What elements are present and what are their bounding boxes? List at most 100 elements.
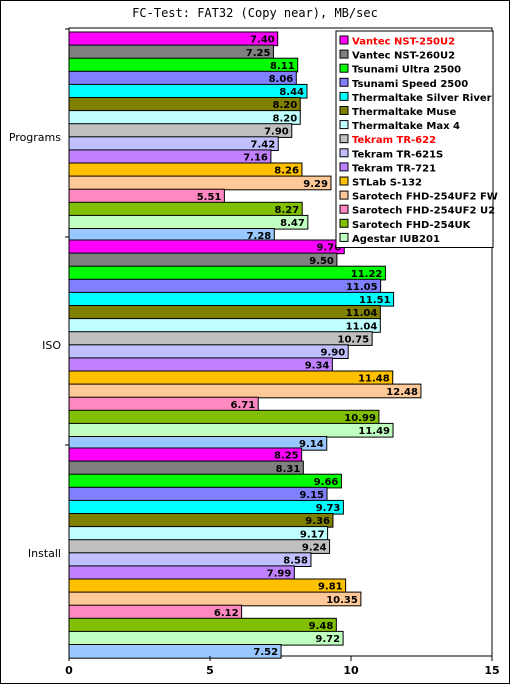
x-tick-label-5: 5 <box>206 664 214 677</box>
legend-swatch-sarotech-fhd-254uk <box>339 218 349 228</box>
legend-swatch-tekram-tr-721 <box>339 162 349 172</box>
legend-label-tsunami-speed-2500: Tsunami Speed 2500 <box>352 79 468 90</box>
bar-programs-thermaltake-max-4 <box>68 110 301 125</box>
legend-label-vantec-nst-250u2: Vantec NST-250U2 <box>352 37 455 48</box>
bar-programs-tekram-tr-721 <box>68 149 272 165</box>
legend-label-thermaltake-silver-river: Thermaltake Silver River <box>352 93 492 104</box>
data-label-programs-stlab-s-132: 8.26 <box>274 166 299 177</box>
data-label-programs-thermaltake-max-4: 8.20 <box>273 113 298 124</box>
bar-install-tsunami-speed-2500 <box>68 486 328 502</box>
legend-label-thermaltake-max-4: Thermaltake Max 4 <box>352 121 460 132</box>
bar-programs-vantec-nst-260u2 <box>68 44 274 60</box>
bar-programs-sarotech-fhd-254uk <box>68 201 303 217</box>
bar-install-tsunami-ultra-2500 <box>68 473 342 489</box>
legend-swatch-stlab-s-132 <box>339 176 349 186</box>
y-tick-label-install: Install <box>28 547 61 560</box>
data-label-iso-stlab-s-132: 11.48 <box>358 374 390 385</box>
data-label-iso-tekram-tr-622: 10.75 <box>338 334 370 345</box>
legend-swatch-tsunami-speed-2500 <box>339 77 349 87</box>
data-label-iso-thermaltake-muse: 11.04 <box>346 308 378 319</box>
legend-swatch-tsunami-ultra-2500 <box>339 63 349 73</box>
legend-label-tekram-tr-621s: Tekram TR-621S <box>352 149 443 160</box>
data-label-install-tsunami-ultra-2500: 9.66 <box>314 477 339 488</box>
data-label-iso-agestar-iub201: 11.49 <box>358 426 390 437</box>
bar-programs-vantec-nst-250u2 <box>68 31 279 47</box>
legend-label-sarotech-fhd-254uk: Sarotech FHD-254UK <box>352 220 472 231</box>
legend-label-tekram-tr-721: Tekram TR-721 <box>352 163 436 174</box>
data-label-iso-tsunami-ultra-2500: 11.22 <box>351 269 383 280</box>
bar-install-tekram-tr-622 <box>68 539 331 554</box>
bar-iso-tekram-tr-721 <box>68 357 333 373</box>
data-label-programs-tsunami-ultra-2500: 8.11 <box>270 61 295 72</box>
bar-programs-tekram-tr-621s <box>68 136 279 152</box>
bar-install-series-15 <box>68 644 282 659</box>
data-label-iso-vantec-nst-250u2: 9.76 <box>317 243 342 254</box>
legend-swatch-sarotech-fhd-254uf2-fw <box>339 190 349 200</box>
data-label-install-sarotech-fhd-254uk: 9.48 <box>309 621 334 632</box>
data-label-iso-sarotech-fhd-254uf2-u2: 6.71 <box>231 400 256 411</box>
data-label-iso-series-15: 9.14 <box>299 439 324 450</box>
bar-install-vantec-nst-250u2 <box>68 447 303 463</box>
bar-programs-sarotech-fhd-254uf2-fw <box>68 175 332 191</box>
chart-title: FC-Test: FAT32 (Copy near), MB/sec <box>132 6 378 20</box>
data-label-programs-series-15: 7.28 <box>247 231 272 242</box>
bar-install-thermaltake-muse <box>68 513 334 528</box>
bar-install-tekram-tr-721 <box>68 565 295 581</box>
bar-iso-tsunami-ultra-2500 <box>68 265 386 281</box>
legend-swatch-agestar-iub201 <box>339 232 349 242</box>
legend-swatch-sarotech-fhd-254uf2-u2 <box>339 204 349 214</box>
bar-iso-tekram-tr-622 <box>68 331 373 346</box>
bar-install-stlab-s-132 <box>68 578 347 594</box>
legend-label-sarotech-fhd-254uf2-u2: Sarotech FHD-254UF2 U2 <box>352 206 495 217</box>
data-label-install-tekram-tr-621s: 8.58 <box>283 556 308 567</box>
x-tick-label-0: 0 <box>65 664 73 677</box>
legend <box>335 30 494 248</box>
legend-label-sarotech-fhd-254uf2-fw: Sarotech FHD-254UF2 FW <box>352 192 498 203</box>
data-label-programs-thermaltake-silver-river: 8.44 <box>279 87 304 98</box>
data-label-programs-thermaltake-muse: 8.20 <box>273 100 298 111</box>
x-tick-label-15: 15 <box>484 664 499 677</box>
legend-label-thermaltake-muse: Thermaltake Muse <box>352 107 456 118</box>
bar-programs-tsunami-ultra-2500 <box>68 57 299 73</box>
bar-install-sarotech-fhd-254uk <box>68 617 337 633</box>
bar-programs-agestar-iub201 <box>68 214 309 230</box>
data-label-iso-tekram-tr-721: 9.34 <box>305 361 330 372</box>
data-label-install-thermaltake-silver-river: 9.73 <box>316 503 341 514</box>
data-label-install-agestar-iub201: 9.72 <box>315 634 340 645</box>
legend-swatch-tekram-tr-621s <box>339 148 349 158</box>
bar-iso-vantec-nst-250u2 <box>68 239 345 255</box>
data-label-install-sarotech-fhd-254uf2-fw: 10.35 <box>326 595 358 606</box>
legend-label-tsunami-ultra-2500: Tsunami Ultra 2500 <box>352 65 461 76</box>
data-label-programs-tekram-tr-622: 7.90 <box>264 126 289 137</box>
data-label-programs-vantec-nst-250u2: 7.40 <box>250 35 275 46</box>
bar-iso-sarotech-fhd-254uk <box>68 409 380 425</box>
data-label-install-tsunami-speed-2500: 9.15 <box>299 490 324 501</box>
bar-iso-thermaltake-max-4 <box>68 318 381 333</box>
data-label-programs-sarotech-fhd-254uf2-u2: 5.51 <box>197 192 222 203</box>
bar-programs-thermaltake-muse <box>68 97 301 112</box>
x-tick-label-10: 10 <box>343 664 359 677</box>
bar-iso-agestar-iub201 <box>68 422 394 438</box>
legend-swatch-tekram-tr-622 <box>339 134 349 144</box>
data-label-programs-tekram-tr-621s: 7.42 <box>251 140 276 151</box>
data-label-iso-thermaltake-silver-river: 11.51 <box>359 295 391 306</box>
y-tick-label-iso: ISO <box>42 339 61 352</box>
bar-install-thermaltake-max-4 <box>68 526 329 541</box>
data-label-programs-tsunami-speed-2500: 8.06 <box>269 74 294 85</box>
bar-programs-tekram-tr-622 <box>68 123 293 138</box>
bar-iso-tekram-tr-621s <box>68 344 349 359</box>
data-label-install-thermaltake-max-4: 9.17 <box>300 529 325 540</box>
data-label-install-stlab-s-132: 9.81 <box>318 582 343 593</box>
bar-iso-tsunami-speed-2500 <box>68 278 382 294</box>
data-label-programs-sarotech-fhd-254uf2-fw: 9.29 <box>303 179 328 190</box>
data-label-programs-vantec-nst-260u2: 7.25 <box>246 48 271 59</box>
bar-install-tekram-tr-621s <box>68 552 312 567</box>
data-label-install-tekram-tr-721: 7.99 <box>267 569 292 580</box>
bar-install-agestar-iub201 <box>68 630 344 646</box>
data-label-install-tekram-tr-622: 9.24 <box>302 542 327 553</box>
data-label-programs-agestar-iub201: 8.47 <box>280 218 305 229</box>
y-tick-label-programs: Programs <box>9 131 61 144</box>
bar-install-thermaltake-silver-river <box>68 499 344 515</box>
legend-label-agestar-iub201: Agestar IUB201 <box>352 234 440 245</box>
bar-install-vantec-nst-260u2 <box>68 460 304 476</box>
